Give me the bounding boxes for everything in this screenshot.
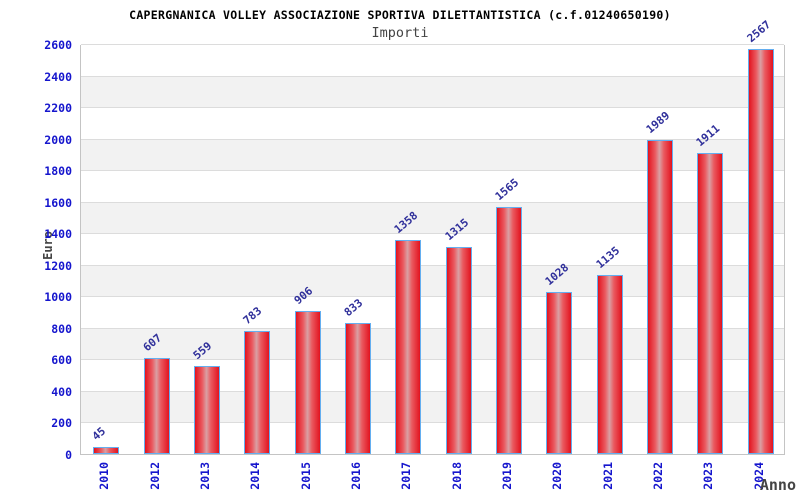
plot-band [81,107,784,139]
gridline [81,44,784,45]
plot-band [81,44,784,76]
bar [244,330,271,454]
x-tick-label: 2017 [399,462,414,490]
plot-band [81,201,784,234]
y-tick-label: 400 [51,384,72,399]
chart-title: CAPERGNANICA VOLLEY ASSOCIAZIONE SPORTIV… [129,8,671,22]
bar [747,49,774,454]
bar [596,275,623,454]
y-tick-label: 1000 [44,290,72,305]
plot-band [81,296,784,328]
y-tick-label: 1400 [44,227,72,242]
plot-area: 45 607 559 783 906 833 1358 1315 1565 1028 1135 198… [80,18,785,455]
plot-band [81,75,784,108]
x-tick-label: 2012 [147,462,162,490]
x-tick-label: 2014 [248,462,263,490]
gridline [81,422,784,424]
gridline [81,296,784,298]
y-tick-label: 1800 [44,164,72,179]
bar [93,446,120,454]
gridline [81,170,784,172]
plot-band [81,327,784,360]
x-tick-label: 2021 [600,462,615,490]
y-tick-label: 2000 [44,132,72,147]
x-tick-label: 2015 [298,462,313,490]
bar [647,140,674,454]
gridline [81,201,784,203]
y-tick-label: 2600 [44,38,72,52]
bar [697,152,724,454]
plot-band [81,359,784,391]
plot-band [81,170,784,202]
y-tick-label: 1600 [44,195,72,210]
y-tick-label: 0 [65,448,72,462]
plot-band [81,233,784,265]
x-tick-label: 2018 [449,462,464,490]
x-axis-label: Anno [759,476,796,494]
y-tick-label: 200 [51,416,72,431]
plot-band [81,264,784,297]
y-tick-label: 800 [51,321,72,336]
x-tick-label: 2019 [500,462,515,490]
bar [143,358,170,454]
y-tick-label: 600 [51,353,72,368]
y-tick-label: 1200 [44,258,72,273]
x-tick-label: 2016 [348,462,363,490]
plot-band [81,138,784,171]
bar [294,311,321,454]
y-tick-label: 2400 [44,69,72,84]
x-tick-label: 2020 [550,462,565,490]
bar [546,291,573,454]
gridline [81,359,784,361]
bar [395,239,422,454]
x-tick-label: 2022 [651,462,666,490]
bar-value-label: 2567 [744,18,774,46]
gridline [81,138,784,140]
x-tick-label: 2023 [701,462,716,490]
y-tick-label: 2200 [44,101,72,116]
gridline [81,75,784,77]
x-tick-label: 2013 [197,462,212,490]
gridline [81,390,784,392]
plot-band [81,422,784,454]
gridline [81,233,784,235]
bar [445,246,472,454]
bar [193,365,220,454]
plot-band [81,390,784,423]
gridline [81,327,784,329]
gridline [81,264,784,266]
bar [496,207,523,454]
bar [344,322,371,454]
chart-subtitle: Importi [371,25,429,41]
gridline [81,107,784,109]
x-tick-label: 2010 [97,462,112,490]
